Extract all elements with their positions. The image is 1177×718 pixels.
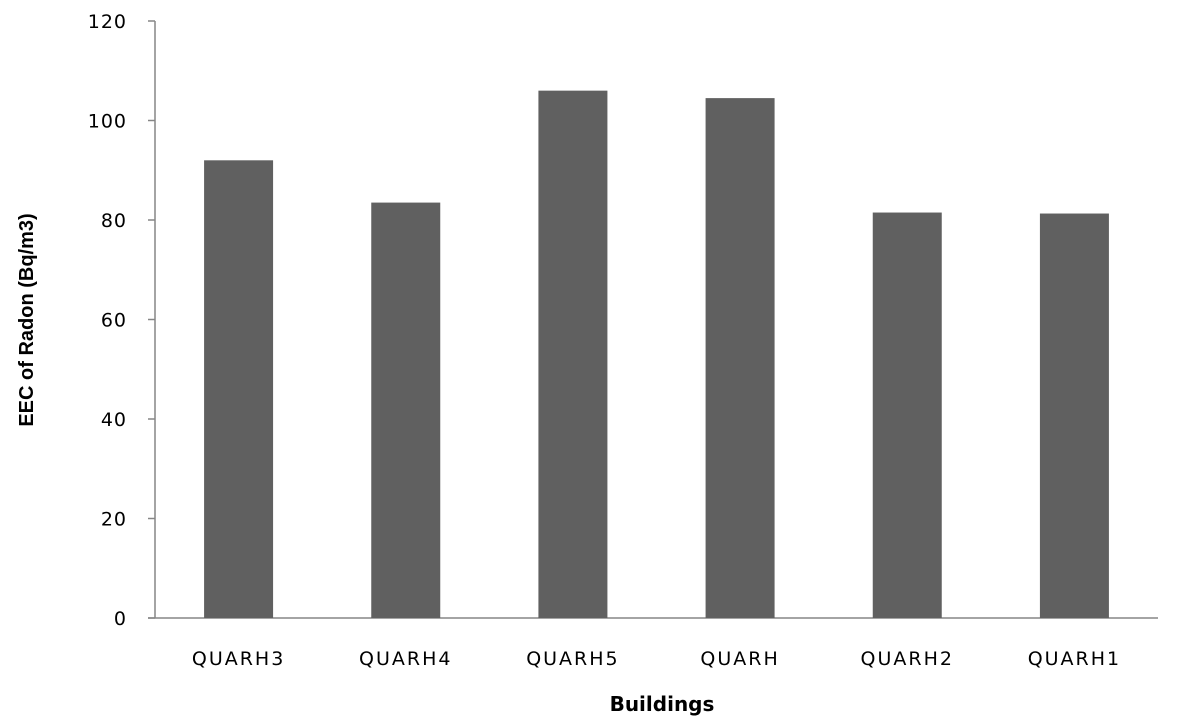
- y-axis: 0 20 40 60 80 100 120: [88, 11, 156, 630]
- x-axis-title: Buildings: [610, 692, 715, 716]
- bars: [204, 90, 1109, 619]
- y-tick-label: 100: [88, 111, 127, 133]
- x-axis: QUARH3 QUARH4 QUARH5 QUARH QUARH2 QUARH1: [148, 617, 1158, 670]
- bar-quarh2: [872, 212, 942, 618]
- x-tick-label: QUARH5: [526, 648, 619, 670]
- x-tick-label: QUARH: [700, 648, 779, 670]
- y-axis-title: EEC of Radon (Bq/m3): [16, 213, 38, 426]
- x-tick-label: QUARH2: [861, 648, 954, 670]
- bar-quarh3: [204, 160, 274, 619]
- y-tick-label: 80: [101, 210, 127, 232]
- bar-quarh: [705, 98, 775, 619]
- x-tick-label: QUARH4: [359, 648, 452, 670]
- bar-quarh4: [371, 202, 441, 618]
- x-tick-label: QUARH3: [192, 648, 285, 670]
- y-tick-label: 40: [101, 409, 127, 431]
- x-tick-label: QUARH1: [1028, 648, 1121, 670]
- bar-quarh1: [1039, 213, 1109, 618]
- bar-quarh5: [538, 90, 608, 618]
- y-tick-label: 60: [101, 310, 127, 332]
- y-tick-label: 0: [114, 608, 127, 630]
- y-tick-label: 120: [88, 11, 127, 33]
- y-tick-label: 20: [101, 509, 127, 531]
